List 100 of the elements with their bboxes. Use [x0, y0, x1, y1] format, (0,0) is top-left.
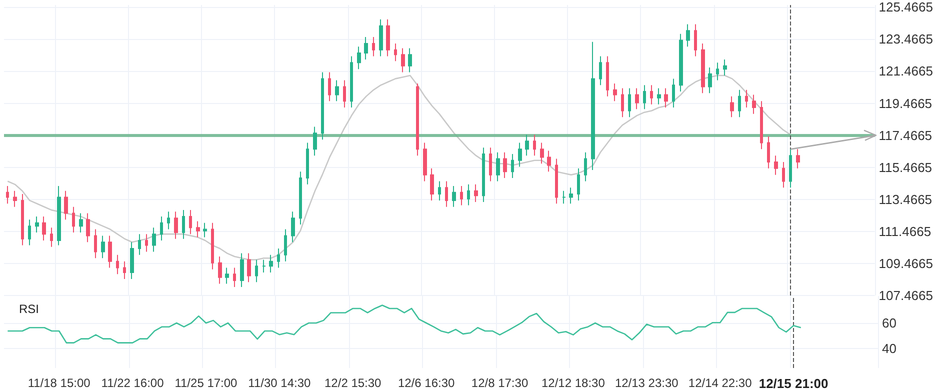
- candlestick: [335, 80, 339, 102]
- candlestick: [540, 142, 544, 164]
- candlestick: [313, 126, 317, 156]
- candlestick: [240, 252, 244, 288]
- candlestick: [591, 41, 595, 171]
- candlestick: [796, 148, 800, 169]
- candlestick: [379, 18, 383, 57]
- candlestick: [613, 83, 617, 102]
- candlestick: [174, 211, 178, 240]
- y-tick-label: 107.4665: [878, 288, 934, 303]
- candlestick: [657, 88, 661, 105]
- candlestick: [547, 150, 551, 172]
- x-tick-label: 12/2 15:30: [324, 376, 382, 390]
- candlestick: [394, 42, 397, 62]
- candlestick: [686, 24, 690, 48]
- candlestick: [599, 56, 602, 86]
- candlestick: [225, 267, 229, 284]
- x-tick-label: 12/8 17:30: [471, 376, 528, 390]
- candlestick: [130, 242, 134, 280]
- candlestick: [664, 88, 668, 108]
- candlestick: [343, 80, 346, 108]
- candlestick: [350, 56, 353, 108]
- candlestick: [211, 222, 214, 270]
- candlestick: [372, 36, 375, 57]
- candlestick: [716, 62, 719, 81]
- candlestick: [42, 216, 46, 241]
- candlestick: [152, 227, 156, 252]
- y-tick-label: 111.4665: [878, 224, 932, 239]
- candlestick: [701, 42, 705, 94]
- candlestick: [35, 216, 39, 233]
- y-tick-label: 119.4665: [878, 96, 932, 111]
- x-tick-label: 12/12 18:30: [542, 376, 606, 390]
- candlestick: [503, 152, 507, 179]
- line-series: [7, 74, 792, 260]
- candlestick: [438, 180, 441, 201]
- candlestick: [467, 184, 470, 206]
- candlestick: [123, 260, 126, 280]
- candlestick: [525, 134, 529, 156]
- candlestick: [247, 252, 251, 283]
- y-tick-label: 117.4665: [878, 128, 932, 143]
- candlestick: [760, 100, 763, 150]
- candlestick: [108, 235, 112, 268]
- candlestick: [321, 72, 324, 140]
- candlestick: [94, 228, 97, 259]
- candlestick: [606, 56, 609, 97]
- candlestick: [203, 222, 207, 238]
- candlestick: [672, 78, 675, 108]
- candlestick: [679, 33, 683, 92]
- candlestick: [269, 254, 273, 274]
- x-tick-label: 11/30 14:30: [248, 376, 311, 390]
- candlestick: [218, 256, 222, 284]
- candlestick: [160, 216, 163, 241]
- candlestick: [489, 147, 492, 182]
- y-tick-label: 125.4665: [878, 0, 934, 15]
- candlestick: [460, 186, 463, 206]
- candlestick: [408, 48, 412, 73]
- candlestick: [364, 36, 368, 60]
- candlestick: [730, 96, 734, 118]
- x-tick-label: 11/25 17:00: [174, 376, 238, 390]
- candlestick: [416, 83, 419, 156]
- candlestick: [555, 158, 558, 204]
- candlestick: [101, 235, 105, 259]
- candlestick: [584, 152, 587, 182]
- x-tick-label: 12/14 22:30: [688, 376, 752, 390]
- candlestick: [767, 136, 770, 169]
- candlestick: [789, 148, 792, 188]
- candlestick: [299, 171, 302, 225]
- y-tick-label: 113.4665: [878, 192, 932, 207]
- x-tick-label: 11/18 15:00: [28, 376, 91, 390]
- candlestick: [782, 161, 785, 188]
- candlestick: [430, 168, 434, 201]
- candlestick: [233, 267, 236, 288]
- candlestick: [452, 186, 456, 208]
- candlestick: [291, 211, 295, 243]
- chart-title: RSI: [19, 302, 40, 316]
- candlestick: [423, 142, 427, 182]
- candlestick: [533, 134, 536, 156]
- candlestick: [138, 234, 141, 256]
- candlestick: [474, 184, 478, 203]
- candlestick: [562, 190, 566, 204]
- candlestick: [64, 190, 68, 220]
- candlestick: [189, 210, 192, 235]
- candlestick: [694, 24, 697, 57]
- candlestick: [28, 219, 31, 246]
- candlestick: [621, 88, 624, 118]
- candlestick: [57, 186, 61, 246]
- candlestick: [306, 142, 309, 185]
- candlestick: [262, 259, 266, 274]
- candlestick: [708, 66, 712, 94]
- candlestick: [277, 248, 280, 268]
- candlestick: [72, 206, 75, 233]
- candlestick: [738, 89, 741, 118]
- candlestick: [482, 147, 485, 203]
- candlestick: [518, 142, 522, 168]
- x-tick-label: 12/15 21:00: [758, 376, 828, 390]
- candlestick: [116, 254, 119, 275]
- candlestick: [445, 180, 448, 208]
- y-tick-label: 123.4665: [878, 32, 934, 47]
- candlestick: [284, 228, 287, 262]
- candlestick: [386, 18, 390, 57]
